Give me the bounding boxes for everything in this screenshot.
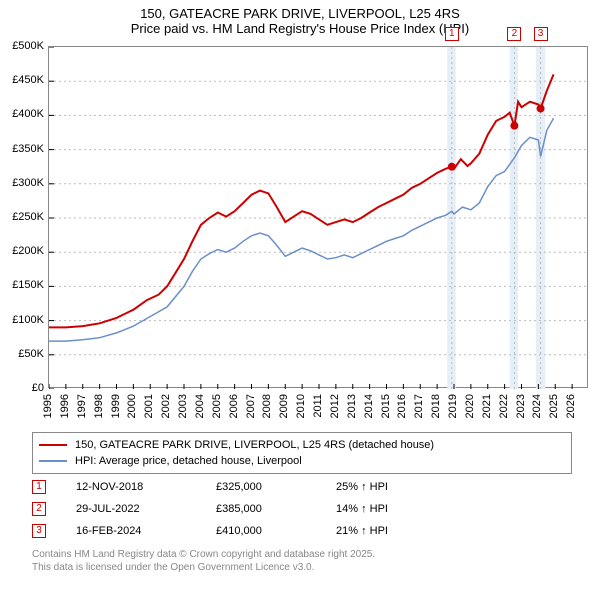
sale-row: 2 29-JUL-2022£385,00014% ↑ HPI: [32, 498, 456, 520]
x-tick-label: 2014: [363, 394, 375, 418]
x-tick-label: 2010: [295, 394, 307, 418]
x-tick-label: 2021: [481, 394, 493, 418]
x-tick-label: 2016: [396, 394, 408, 418]
legend: 150, GATEACRE PARK DRIVE, LIVERPOOL, L25…: [32, 432, 572, 474]
y-tick-label: £150K: [0, 279, 44, 291]
x-tick-label: 2013: [346, 394, 358, 418]
legend-swatch: [39, 444, 67, 446]
legend-label: HPI: Average price, detached house, Live…: [75, 455, 302, 467]
y-tick-label: £400K: [0, 108, 44, 120]
x-tick-label: 2004: [194, 394, 206, 418]
x-tick-label: 2022: [498, 394, 510, 418]
x-tick-label: 2026: [565, 394, 577, 418]
sale-row: 3 16-FEB-2024£410,00021% ↑ HPI: [32, 520, 456, 542]
x-tick-label: 2019: [447, 394, 459, 418]
sale-diff: 25% ↑ HPI: [336, 481, 456, 493]
sale-row: 1 12-NOV-2018£325,00025% ↑ HPI: [32, 476, 456, 498]
x-tick-label: 2009: [278, 394, 290, 418]
legend-swatch: [39, 460, 67, 462]
x-tick-label: 2006: [228, 394, 240, 418]
footer-line2: This data is licensed under the Open Gov…: [32, 561, 375, 574]
x-tick-label: 2025: [548, 394, 560, 418]
x-tick-label: 2012: [329, 394, 341, 418]
sale-diff: 21% ↑ HPI: [336, 525, 456, 537]
y-tick-label: £0: [0, 382, 44, 394]
x-tick-label: 1995: [42, 394, 54, 418]
y-tick-label: £350K: [0, 143, 44, 155]
x-tick-label: 2003: [177, 394, 189, 418]
y-tick-label: £200K: [0, 245, 44, 257]
chart-container: 150, GATEACRE PARK DRIVE, LIVERPOOL, L25…: [0, 0, 600, 590]
x-tick-label: 2008: [261, 394, 273, 418]
x-tick-label: 2015: [380, 394, 392, 418]
x-tick-label: 2005: [211, 394, 223, 418]
sales-table: 1 12-NOV-2018£325,00025% ↑ HPI 2 29-JUL-202…: [32, 476, 456, 542]
sale-marker-num: 1: [32, 480, 46, 494]
x-tick-label: 2001: [143, 394, 155, 418]
y-tick-label: £250K: [0, 211, 44, 223]
x-tick-label: 2023: [515, 394, 527, 418]
plot-area: 123: [48, 46, 588, 388]
sale-price: £325,000: [216, 481, 336, 493]
x-tick-label: 2018: [430, 394, 442, 418]
legend-label: 150, GATEACRE PARK DRIVE, LIVERPOOL, L25…: [75, 439, 434, 451]
sale-date: 29-JUL-2022: [76, 503, 216, 515]
x-tick-label: 1998: [93, 394, 105, 418]
sale-date: 16-FEB-2024: [76, 525, 216, 537]
y-tick-label: £300K: [0, 177, 44, 189]
x-tick-label: 1999: [110, 394, 122, 418]
x-tick-label: 2024: [531, 394, 543, 418]
y-tick-label: £450K: [0, 74, 44, 86]
x-tick-label: 2002: [160, 394, 172, 418]
sale-marker-box: 2: [507, 27, 521, 41]
legend-row: HPI: Average price, detached house, Live…: [39, 453, 565, 469]
y-tick-label: £100K: [0, 314, 44, 326]
x-tick-label: 2007: [245, 394, 257, 418]
footer-line1: Contains HM Land Registry data © Crown c…: [32, 548, 375, 561]
x-tick-label: 2000: [126, 394, 138, 418]
sale-price: £385,000: [216, 503, 336, 515]
sale-marker-box: 3: [534, 27, 548, 41]
chart-svg: [49, 47, 589, 389]
legend-row: 150, GATEACRE PARK DRIVE, LIVERPOOL, L25…: [39, 437, 565, 453]
title-address: 150, GATEACRE PARK DRIVE, LIVERPOOL, L25…: [0, 6, 600, 21]
x-tick-label: 2017: [413, 394, 425, 418]
sale-marker-num: 3: [32, 524, 46, 538]
y-tick-label: £50K: [0, 348, 44, 360]
sale-marker-num: 2: [32, 502, 46, 516]
x-tick-label: 2011: [312, 394, 324, 418]
x-tick-label: 2020: [464, 394, 476, 418]
x-tick-label: 1996: [59, 394, 71, 418]
y-tick-label: £500K: [0, 40, 44, 52]
sale-marker-box: 1: [445, 27, 459, 41]
sale-price: £410,000: [216, 525, 336, 537]
sale-diff: 14% ↑ HPI: [336, 503, 456, 515]
x-tick-label: 1997: [76, 394, 88, 418]
y-axis-labels: £0£50K£100K£150K£200K£250K£300K£350K£400…: [0, 46, 46, 388]
sale-date: 12-NOV-2018: [76, 481, 216, 493]
footer-attribution: Contains HM Land Registry data © Crown c…: [32, 548, 375, 574]
